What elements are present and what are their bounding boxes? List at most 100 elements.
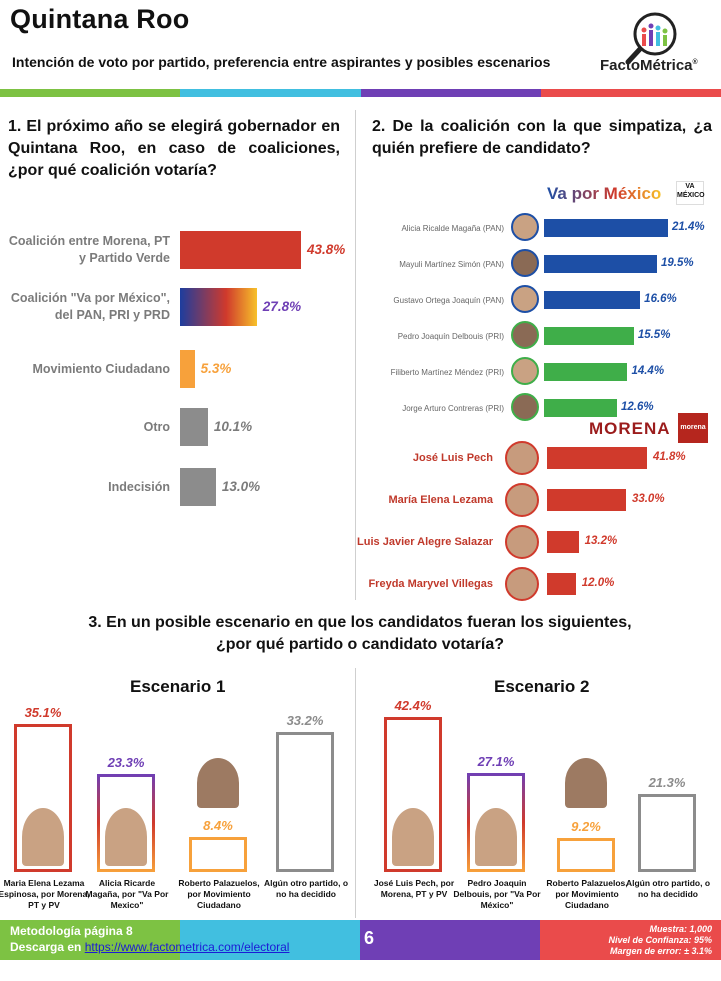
divider-vertical [355,110,356,600]
q2-candidate-name: Pedro Joaquín Delbouis (PRI) [397,332,504,341]
q2-candidate-name: Mayuli Martínez Simón (PAN) [399,260,504,269]
stripe-red [540,89,721,97]
q2-morena-bar [547,531,579,553]
factometrica-magnifier-icon [625,12,677,65]
q2-morena-value: 33.0% [631,493,665,505]
footer-download: Descarga en https://www.factometrica.com… [10,940,289,954]
scenario-bar [384,717,442,872]
q1-value-label: 13.0% [221,479,261,494]
candidate-avatar [511,321,539,349]
page-number: 6 [364,928,375,948]
q2-bar [544,399,617,417]
question-1: 1. El próximo año se elegirá gobernador … [8,118,340,179]
candidate-avatar [505,525,539,559]
scenario-title: Escenario 1 [130,677,226,696]
page-title: Quintana Roo [10,4,190,34]
q2-bar [544,291,641,309]
scenario-bar [189,836,247,872]
scenario-value-label: 23.3% [107,754,145,770]
stripe-purple [360,89,541,97]
color-stripe [0,89,721,97]
scenario-value-label: 35.1% [24,705,62,720]
candidate-photo [197,758,239,808]
scenario-bar [638,794,696,872]
footer-confianza: Nivel de Confianza: 95% [608,935,712,945]
scenario-bar [14,724,72,872]
scenario-value-label: 21.3% [648,775,686,791]
candidate-avatar [511,249,539,277]
q2-morena-value: 12.0% [581,577,615,589]
scenario-value-label: 8.4% [203,817,233,833]
footer [0,920,721,960]
vpm-logo: VA MÉXICO [676,181,705,205]
candidate-photo [392,808,434,866]
q1-value-label: 27.8% [262,299,302,314]
scenario-category-label: Pedro Joaquin Delbouis, por "Va Por Méxi… [453,878,541,910]
candidate-avatar [505,483,539,517]
footer-error: Margen de error: ± 3.1% [610,946,712,956]
q1-category-label: Coalición "Va por México", del PAN, PRI … [10,291,170,322]
question-3-line1: 3. En un posible escenario en que los ca… [88,614,632,631]
footer-cyan [180,920,360,960]
scenario-category-label: Maria Elena Lezama Espinosa, por Morena,… [0,878,90,910]
candidate-avatar [511,393,539,421]
q2-candidate-name: Alicia Ricalde Magaña (PAN) [401,224,504,233]
footer-muestra: Muestra: 1,000 [649,924,712,934]
scenario-value-label: 33.2% [286,713,324,728]
scenario-bar [276,732,334,872]
candidate-photo [565,758,607,808]
scenario-value-label: 27.1% [477,753,515,769]
footer-methodology: Metodología página 8 [10,924,133,938]
scenario-category-label: Roberto Palazuelos, por Movimiento Ciuda… [178,878,260,910]
morena-label: MORENA [589,419,671,438]
q2-morena-bar [547,489,626,511]
q2-morena-bar [547,573,576,595]
q2-value-label: 21.4% [672,221,705,233]
morena-logo: morena [678,413,708,443]
footer-link[interactable]: https://www.factometrica.com/electoral [84,940,290,954]
scenario-title: Escenario 2 [494,677,590,696]
candidate-avatar [511,213,539,241]
q2-value-label: 19.5% [660,257,694,269]
q2-morena-name: José Luis Pech [412,452,493,464]
scenario-value-label: 42.4% [394,698,432,713]
scenario-category-label: José Luis Pech, por Morena, PT y PV [373,878,455,899]
q1-bar [180,288,257,326]
q1-category-label: Movimiento Ciudadano [32,362,171,376]
scenario-bar [557,838,615,872]
q2-morena-value: 13.2% [584,535,618,547]
q2-bar [544,363,628,381]
candidate-avatar [511,285,539,313]
candidate-photo [105,808,147,866]
q2-morena-name: Luis Javier Alegre Salazar [357,536,493,548]
q2-bar [544,327,634,345]
q2-morena-bar [547,447,647,469]
footer-purple [360,920,540,960]
q1-bar [180,350,195,388]
candidate-photo [22,808,64,866]
q1-bar [180,231,301,269]
q1-value-label: 10.1% [213,419,253,434]
q2-value-label: 15.5% [637,329,671,341]
q2-morena-name: Freyda Maryvel Villegas [368,578,493,590]
candidate-photo [475,808,517,866]
scenario-category-label: Algún otro partido, o no ha decidido [625,878,711,899]
candidate-avatar [505,441,539,475]
q2-morena-value: 41.8% [653,451,686,463]
q1-category-label: Indecisión [108,480,170,494]
scenario-value-label: 9.2% [571,819,601,835]
scenario-category-label: Roberto Palazuelos, por Movimiento Ciuda… [546,878,628,910]
q2-bar [544,219,668,237]
candidate-avatar [511,357,539,385]
q1-value-label: 5.3% [200,361,232,376]
q2-candidate-name: Filiberto Martínez Méndez (PRI) [390,368,504,377]
q2-value-label: 16.6% [644,293,677,305]
question-3-line2: ¿por qué partido o candidato votaría? [215,636,504,653]
logo-text: FactoMétrica® [600,57,698,74]
q1-bar [180,408,208,446]
q2-candidate-name: Jorge Arturo Contreras (PRI) [402,404,504,413]
footer-red [540,920,721,960]
question-3: 3. En un posible escenario en que los ca… [40,612,680,656]
q1-category-label: Coalición entre Morena, PT y Partido Ver… [8,234,170,265]
